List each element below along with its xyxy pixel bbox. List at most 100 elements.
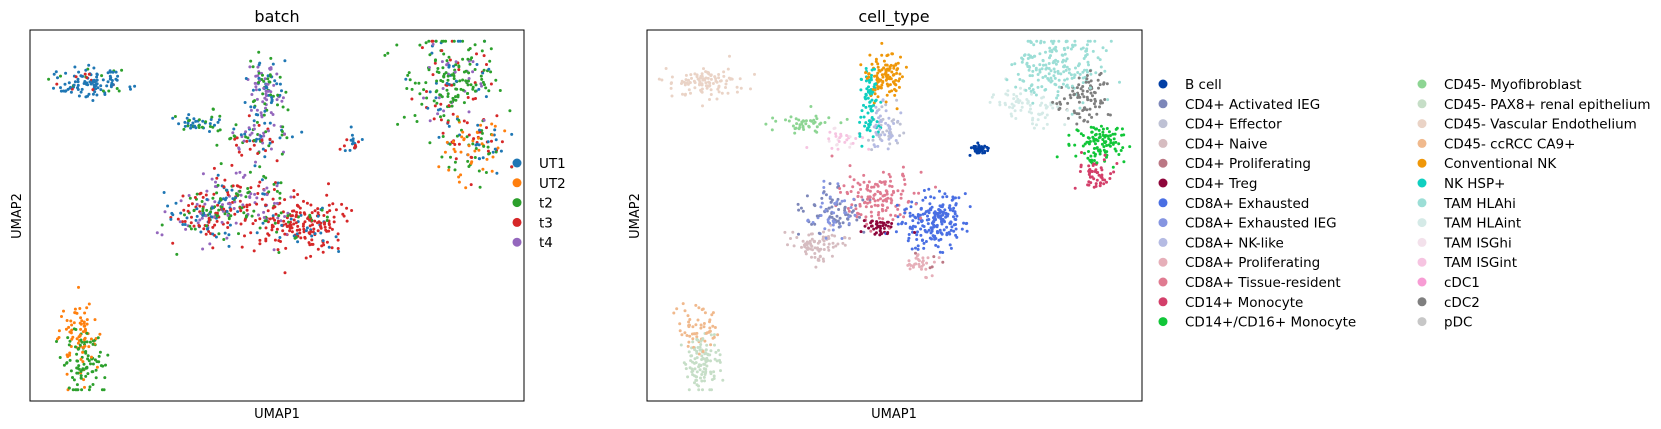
scatter-point bbox=[330, 227, 334, 231]
scatter-point bbox=[1104, 140, 1108, 144]
scatter-point bbox=[454, 95, 457, 99]
scatter-point bbox=[1118, 80, 1121, 84]
scatter-point bbox=[1109, 39, 1113, 43]
scatter-point bbox=[1121, 146, 1125, 150]
scatter-point bbox=[881, 117, 885, 121]
scatter-point bbox=[457, 180, 461, 184]
scatter-point bbox=[350, 142, 354, 146]
scatter-point bbox=[264, 130, 268, 134]
scatter-point bbox=[702, 77, 706, 81]
scatter-point bbox=[871, 135, 875, 139]
scatter-point bbox=[703, 373, 707, 376]
scatter-point bbox=[86, 372, 90, 376]
scatter-point bbox=[440, 95, 444, 99]
scatter-point bbox=[855, 218, 859, 222]
scatter-point bbox=[705, 356, 709, 360]
scatter-point bbox=[210, 115, 214, 119]
scatter-point bbox=[301, 224, 305, 228]
scatter-point bbox=[56, 76, 59, 80]
scatter-point bbox=[711, 82, 715, 85]
scatter-point bbox=[300, 130, 304, 134]
scatter-point bbox=[94, 87, 98, 91]
scatter-point bbox=[432, 117, 436, 121]
scatter-point bbox=[904, 65, 908, 69]
scatter-point bbox=[862, 103, 865, 107]
scatter-point bbox=[957, 196, 961, 200]
scatter-point bbox=[479, 82, 483, 86]
scatter-point bbox=[216, 173, 220, 177]
scatter-point bbox=[76, 341, 80, 345]
scatter-point bbox=[115, 87, 119, 90]
scatter-point bbox=[977, 151, 981, 155]
scatter-point bbox=[232, 134, 236, 138]
scatter-point bbox=[129, 87, 132, 91]
scatter-point bbox=[446, 120, 450, 124]
scatter-point bbox=[430, 51, 434, 55]
legend-label: CD8A+ Tissue-resident bbox=[1185, 275, 1341, 291]
scatter-point bbox=[1050, 50, 1054, 54]
scatter-point bbox=[697, 352, 701, 356]
scatter-point bbox=[835, 214, 839, 218]
scatter-point bbox=[1075, 112, 1079, 116]
scatter-point bbox=[695, 356, 699, 360]
scatter-point bbox=[117, 89, 121, 93]
scatter-point bbox=[434, 39, 438, 43]
scatter-point bbox=[351, 139, 355, 143]
scatter-point bbox=[1098, 73, 1102, 77]
scatter-point bbox=[252, 105, 256, 109]
scatter-point bbox=[962, 221, 966, 225]
scatter-point bbox=[81, 330, 85, 334]
legend-label: CD14+/CD16+ Monocyte bbox=[1185, 315, 1356, 331]
scatter-point bbox=[1098, 184, 1102, 188]
scatter-point bbox=[299, 236, 303, 240]
scatter-point bbox=[213, 200, 217, 204]
scatter-point bbox=[1059, 72, 1063, 76]
scatter-point bbox=[198, 192, 202, 196]
scatter-point bbox=[899, 55, 902, 59]
scatter-point bbox=[783, 230, 787, 234]
scatter-point bbox=[701, 104, 704, 108]
scatter-point bbox=[77, 70, 81, 74]
scatter-point bbox=[873, 67, 876, 71]
legend-marker bbox=[1417, 257, 1427, 267]
scatter-point bbox=[1083, 151, 1086, 155]
scatter-point bbox=[879, 86, 883, 90]
scatter-point bbox=[453, 160, 457, 164]
scatter-point bbox=[1010, 102, 1014, 106]
scatter-point bbox=[95, 365, 99, 369]
scatter-point bbox=[877, 124, 881, 128]
scatter-point bbox=[65, 372, 69, 376]
scatter-point bbox=[179, 211, 183, 215]
scatter-point bbox=[916, 213, 920, 216]
scatter-point bbox=[162, 191, 166, 194]
scatter-point bbox=[696, 346, 700, 349]
scatter-point bbox=[1082, 57, 1086, 60]
scatter-point bbox=[271, 113, 275, 116]
scatter-point bbox=[681, 302, 685, 306]
scatter-point bbox=[890, 70, 894, 74]
scatter-point bbox=[845, 117, 849, 121]
scatter-point bbox=[964, 222, 968, 226]
scatter-point bbox=[894, 139, 898, 142]
scatter-point bbox=[85, 331, 89, 335]
scatter-point bbox=[279, 240, 282, 243]
scatter-point bbox=[278, 236, 282, 239]
scatter-point bbox=[863, 201, 866, 205]
scatter-point bbox=[903, 211, 907, 215]
scatter-point bbox=[1063, 52, 1067, 56]
scatter-point bbox=[700, 379, 704, 383]
scatter-point bbox=[201, 195, 205, 199]
scatter-point bbox=[1103, 69, 1107, 73]
scatter-point bbox=[428, 90, 432, 94]
scatter-point bbox=[689, 91, 692, 95]
scatter-point bbox=[86, 354, 90, 358]
scatter-point bbox=[1036, 78, 1040, 82]
scatter-point bbox=[670, 81, 673, 85]
scatter-point bbox=[688, 318, 692, 321]
scatter-point bbox=[239, 193, 243, 197]
scatter-point bbox=[91, 92, 95, 96]
scatter-point bbox=[867, 180, 871, 184]
scatter-point bbox=[1078, 72, 1082, 76]
scatter-point bbox=[128, 85, 132, 89]
scatter-point bbox=[1056, 93, 1060, 97]
